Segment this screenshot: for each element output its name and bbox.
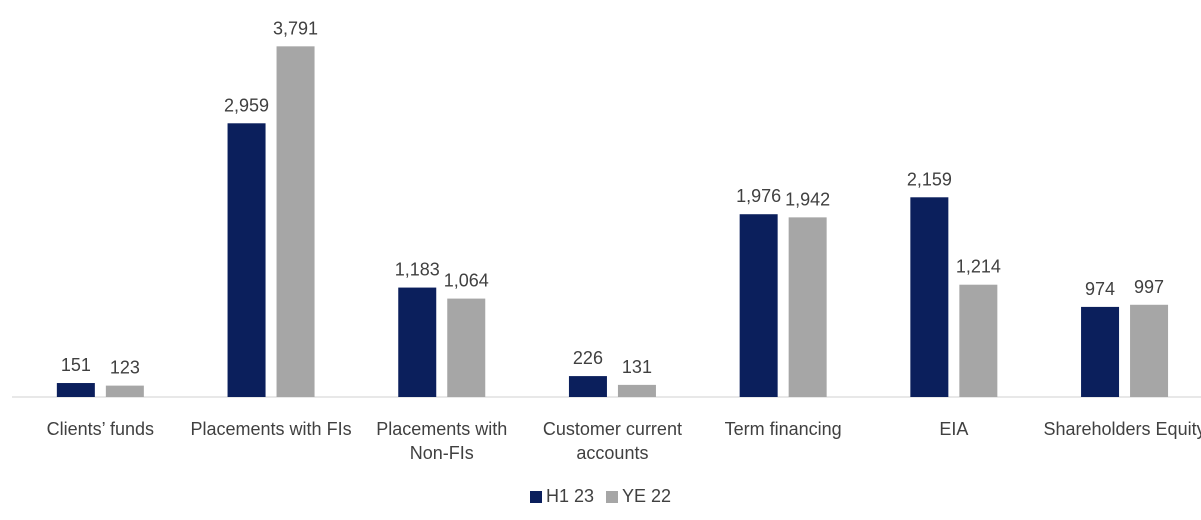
- bar: [447, 298, 486, 397]
- legend-label: YE 22: [622, 486, 672, 506]
- bar: [617, 384, 656, 397]
- value-label: 1,064: [444, 271, 489, 291]
- x-tick-label: Customer current accounts: [542, 419, 682, 463]
- value-label: 226: [573, 348, 603, 368]
- x-tick-label: Shareholders Equity: [1043, 419, 1201, 439]
- legend-item: H1 23: [529, 486, 594, 507]
- value-label: 1,942: [785, 189, 830, 209]
- bar: [56, 383, 95, 397]
- x-tick-label: Term financing: [724, 419, 842, 439]
- value-label: 1,183: [395, 260, 440, 280]
- value-label: 131: [622, 357, 652, 377]
- bar: [105, 385, 144, 397]
- value-label: 1,976: [736, 186, 781, 206]
- bar: [959, 284, 998, 397]
- value-label: 974: [1085, 279, 1115, 299]
- bar: [788, 217, 827, 397]
- value-label: 1,214: [956, 257, 1001, 277]
- legend-item: YE 22: [606, 486, 671, 507]
- bar: [276, 46, 315, 398]
- value-label: 151: [61, 355, 91, 375]
- legend: H1 23 YE 22: [0, 486, 1201, 508]
- value-label: 123: [110, 358, 140, 378]
- bar: [227, 123, 266, 397]
- x-tick-label: Clients’ funds: [46, 419, 155, 439]
- value-label: 2,959: [224, 95, 269, 115]
- bar: [1130, 304, 1169, 397]
- bar: [739, 214, 778, 397]
- bar: [398, 287, 437, 397]
- bar: [910, 197, 949, 397]
- bar: [1081, 306, 1120, 397]
- legend-label: H1 23: [545, 486, 594, 506]
- value-label: 3,791: [273, 18, 318, 38]
- value-label: 2,159: [907, 169, 952, 189]
- legend-swatch: [606, 490, 618, 503]
- bar: [568, 376, 607, 397]
- x-tick-label: EIA: [939, 419, 969, 439]
- value-label: 997: [1134, 277, 1164, 297]
- legend-swatch: [529, 490, 542, 503]
- x-tick-label: Placements with Non-FIs: [376, 419, 508, 463]
- x-tick-label: Placements with FIs: [190, 419, 352, 439]
